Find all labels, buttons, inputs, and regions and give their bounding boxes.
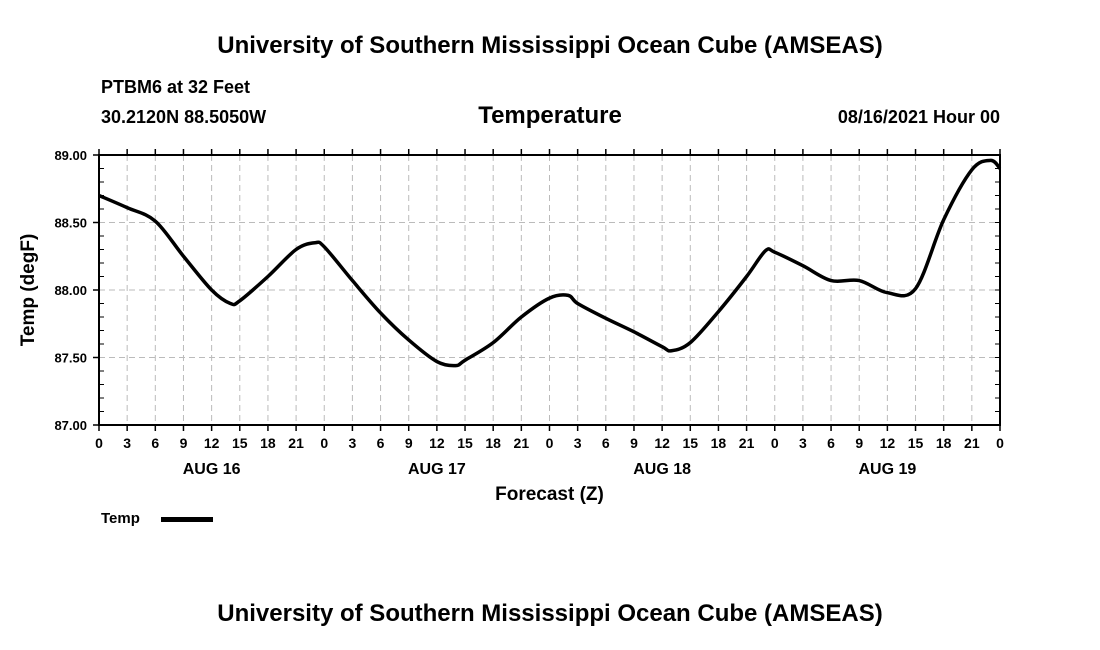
x-tick-label: 9: [630, 435, 638, 451]
x-tick-label: 3: [574, 435, 582, 451]
x-tick-label: 0: [546, 435, 554, 451]
x-tick-label: 21: [288, 435, 304, 451]
x-tick-label: 15: [682, 435, 698, 451]
x-tick-label: 15: [908, 435, 924, 451]
date-label: AUG 19: [858, 461, 916, 478]
date-label: AUG 17: [408, 461, 466, 478]
x-tick-label: 6: [377, 435, 385, 451]
x-tick-label: 0: [320, 435, 328, 451]
footer-title: University of Southern Mississippi Ocean…: [217, 600, 883, 627]
x-tick-label: 9: [180, 435, 188, 451]
x-tick-label: 6: [602, 435, 610, 451]
x-tick-label: 21: [739, 435, 755, 451]
x-tick-label: 12: [654, 435, 670, 451]
date-label: AUG 16: [183, 461, 241, 478]
chart-title: University of Southern Mississippi Ocean…: [217, 32, 883, 59]
x-tick-label: 12: [204, 435, 220, 451]
x-tick-label: 3: [799, 435, 807, 451]
x-tick-label: 21: [514, 435, 530, 451]
y-axis-label: Temp (degF): [18, 234, 39, 347]
x-tick-label: 18: [485, 435, 501, 451]
x-tick-label: 9: [405, 435, 413, 451]
station-label: PTBM6 at 32 Feet: [101, 77, 251, 97]
x-tick-label: 15: [232, 435, 248, 451]
x-tick-label: 18: [260, 435, 276, 451]
y-tick-label: 88.50: [54, 216, 87, 231]
plot-frame: [98, 154, 1001, 426]
x-tick-label: 3: [349, 435, 357, 451]
x-tick-label: 3: [123, 435, 131, 451]
y-tick-label: 89.00: [54, 148, 87, 163]
date-label: AUG 18: [633, 461, 691, 478]
forecast-datetime: 08/16/2021 Hour 00: [837, 107, 1000, 127]
x-tick-label: 0: [95, 435, 103, 451]
x-tick-label: 6: [151, 435, 159, 451]
x-tick-label: 12: [880, 435, 896, 451]
legend-line-swatch: [161, 517, 213, 522]
y-tick-label: 87.00: [54, 418, 87, 433]
x-tick-label: 21: [964, 435, 980, 451]
series-line-temp: [98, 158, 1002, 368]
x-tick-label: 6: [827, 435, 835, 451]
y-tick-label: 88.00: [54, 283, 87, 298]
x-tick-label: 15: [457, 435, 473, 451]
x-tick-label: 0: [771, 435, 779, 451]
x-tick-label: 18: [711, 435, 727, 451]
x-tick-label: 9: [855, 435, 863, 451]
x-axis-label: Forecast (Z): [495, 484, 604, 505]
x-tick-label: 12: [429, 435, 445, 451]
legend-label: Temp: [101, 510, 140, 527]
y-tick-label: 87.50: [54, 351, 87, 366]
variable-title: Temperature: [478, 102, 622, 129]
x-tick-label: 0: [996, 435, 1004, 451]
x-tick-label: 18: [936, 435, 952, 451]
coordinates-label: 30.2120N 88.5050W: [101, 107, 267, 127]
